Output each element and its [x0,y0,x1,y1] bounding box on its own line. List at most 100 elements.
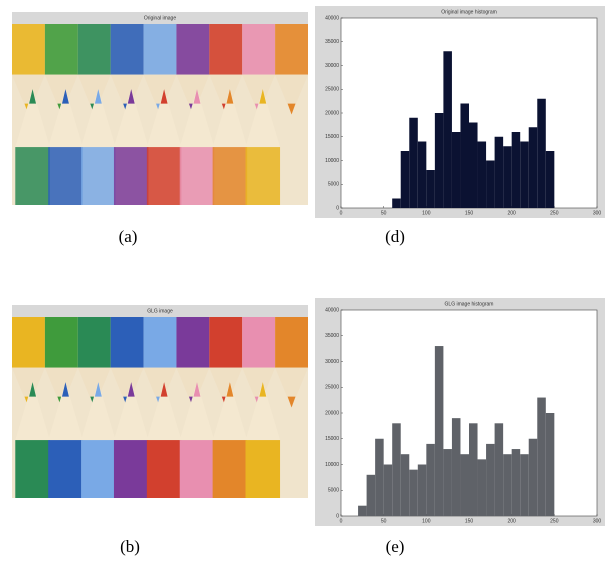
x-tick-label: 200 [507,210,516,216]
pencil-lower-tip [127,89,135,104]
pencil-lower-cone [15,382,50,441]
pencil-cone [77,367,111,408]
x-tick-label: 0 [340,518,343,524]
image-title: GLG image [147,308,173,314]
pencil-lower-tip [259,382,267,397]
pencil-lower-cone [179,89,215,148]
histogram-bar [358,505,367,516]
y-tick-label: 25000 [325,87,339,93]
pencil-upper [110,24,144,75]
pencil-cone [242,74,276,115]
pencil-cone [176,367,210,408]
pencil-cone [12,367,45,408]
pencil-upper [275,24,308,75]
pencil-lower [179,147,215,205]
image: Original image [12,12,308,205]
histogram-bar [375,438,384,516]
pencil-cone [12,74,45,115]
histogram-bar [400,151,410,208]
histogram-bar [400,454,410,516]
pencil-lower [113,147,149,205]
y-tick-label: 30000 [325,63,339,69]
pencil-cone [275,367,308,408]
histogram-bar [460,103,469,208]
pencil-lower [179,440,215,498]
histogram-bar [469,423,478,516]
pencil-lower-tip [193,89,201,104]
y-tick-label: 0 [336,513,339,519]
y-tick-label: 15000 [325,436,339,442]
panel-label: (b) [120,537,140,556]
pencil-cone [275,74,308,115]
pencil-lower [212,440,248,498]
pencil-lower-tip [193,382,201,397]
pencil-upper [242,317,276,368]
pencil-lower-cone [245,89,281,148]
y-tick-label: 0 [336,205,339,211]
pencil-upper [176,317,210,368]
pencil-lower-cone [245,382,281,441]
x-tick-label: 150 [465,210,474,216]
pencil-tip [287,396,296,408]
pencil-lower-cone [179,382,215,441]
histogram-bar [511,132,521,208]
histogram-bar [486,160,495,208]
pencil-tip [287,103,296,115]
y-tick-label: 30000 [325,359,339,365]
histogram-bar [460,454,469,516]
pencil-lower [15,440,50,498]
pencil-upper [143,24,177,75]
y-tick-label: 5000 [328,488,339,494]
pencil-upper [12,317,45,368]
pencil-lower [146,147,182,205]
y-tick-label: 10000 [325,158,339,164]
pencil-lower-cone [48,382,83,441]
pencil-cone [176,74,210,115]
x-tick-label: 300 [593,518,602,524]
y-tick-label: 35000 [325,333,339,339]
pencil-lower-tip [94,89,102,104]
pencil-lower-tip [29,89,37,104]
x-tick-label: 200 [507,518,516,524]
y-tick-label: 40000 [325,307,339,313]
pencil-lower [48,147,83,205]
histogram-bar [477,459,487,516]
pencil-upper [143,317,177,368]
pencil-lower-tip [94,382,102,397]
pencil-lower [245,440,281,498]
chart-title: GLG image histogram [445,301,494,307]
pencil-upper [209,24,243,75]
y-tick-label: 10000 [325,462,339,468]
pencil-lower-cone [81,382,116,441]
x-tick-label: 250 [550,518,559,524]
pencil-lower-cone [113,382,149,441]
pencil-upper [12,24,45,75]
x-tick-label: 0 [340,210,343,216]
histogram-bar [443,449,452,516]
y-tick-label: 5000 [328,182,339,188]
y-tick-label: 25000 [325,385,339,391]
histogram-bar [520,141,529,208]
pencil-cone [242,367,276,408]
pencil-lower-cone [81,89,116,148]
x-tick-label: 250 [550,210,559,216]
pencil-lower-tip [61,382,69,397]
pencil-cone [209,367,243,408]
image-title: Original image [144,15,176,21]
histogram-bar [503,454,512,516]
pencil-upper [44,317,78,368]
image: GLG image [12,305,308,498]
pencil-upper [77,317,111,368]
y-tick-label: 35000 [325,39,339,45]
histogram-bar [537,98,546,208]
histogram-bar [409,117,418,208]
histogram-bar [383,464,393,516]
histogram-bar [409,469,418,516]
histogram-bar [366,474,376,516]
pencil-upper [209,317,243,368]
pencil-lower [48,440,83,498]
pencil-upper [44,24,78,75]
histogram-bar [443,51,452,208]
pencil-lower-cone [212,382,248,441]
